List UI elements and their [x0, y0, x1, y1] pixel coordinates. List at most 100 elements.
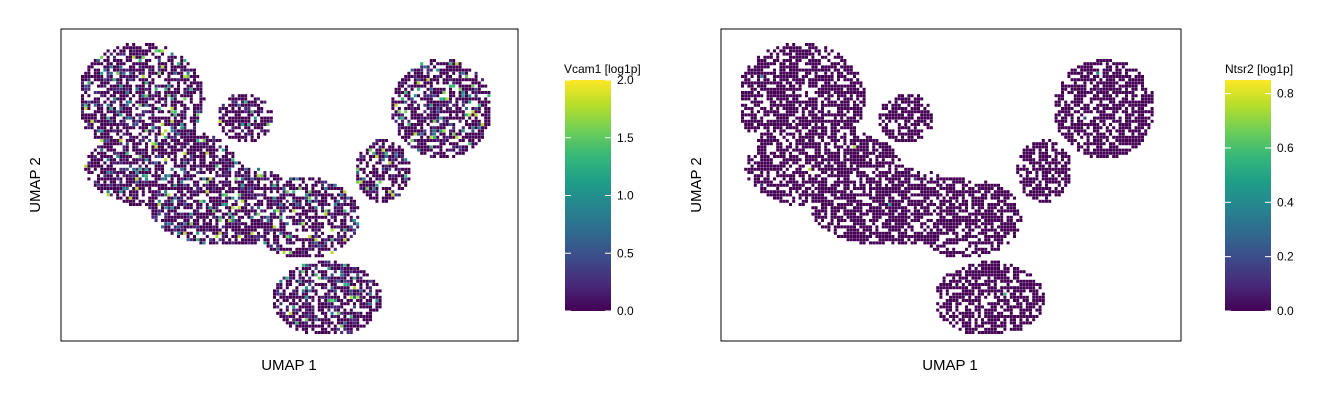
hexbin-cell	[129, 100, 132, 104]
hexbin-cell	[167, 123, 171, 126]
hexbin-cell	[805, 71, 808, 75]
hexbin-cell	[263, 187, 267, 190]
hexbin-cell	[1115, 148, 1119, 152]
hexbin-cell	[289, 247, 292, 251]
hexbin-cell	[487, 94, 491, 98]
hexbin-cell	[125, 87, 129, 91]
hexbin-cell	[122, 167, 126, 171]
hexbin-cell	[885, 142, 888, 146]
hexbin-cell	[90, 119, 94, 123]
hexbin-cell	[301, 225, 305, 229]
hexbin-cell	[129, 180, 132, 184]
hexbin-cell	[750, 113, 754, 117]
hexbin-cell	[757, 123, 760, 126]
hexbin-cell	[129, 190, 132, 194]
hexbin-cell	[164, 158, 168, 162]
hexbin-cell	[824, 97, 828, 101]
hexbin-cell	[769, 87, 773, 91]
hexbin-cell	[1077, 91, 1080, 94]
hexbin-cell	[849, 71, 853, 75]
hexbin-cell	[811, 113, 815, 117]
hexbin-cell	[333, 283, 337, 286]
hexbin-cell	[795, 71, 799, 75]
hexbin-cell	[263, 235, 267, 238]
hexbin-cell	[840, 119, 844, 123]
hexbin-cell	[1125, 119, 1128, 123]
hexbin-cell	[439, 71, 443, 75]
hexbin-cell	[221, 107, 225, 110]
hexbin-cell	[410, 113, 414, 117]
hexbin-cell	[477, 119, 481, 123]
hexbin-cell	[1118, 100, 1122, 104]
hexbin-cell	[113, 183, 116, 187]
hexbin-cell	[138, 199, 142, 203]
hexbin-cell	[375, 289, 379, 293]
hexbin-cell	[145, 59, 148, 62]
hexbin-cell	[442, 81, 446, 85]
hexbin-cell	[1109, 65, 1112, 69]
hexbin-cell	[148, 183, 152, 187]
hexbin-cell	[129, 46, 132, 50]
hexbin-cell	[1096, 126, 1100, 130]
hexbin-cell	[301, 292, 305, 296]
hexbin-cell	[122, 107, 126, 110]
hexbin-cell	[100, 91, 104, 94]
hexbin-cell	[407, 171, 411, 174]
hexbin-cell	[173, 94, 177, 98]
hexbin-cell	[330, 212, 334, 216]
hexbin-cell	[292, 206, 296, 210]
hexbin-cell	[173, 145, 177, 149]
hexbin-cell	[785, 52, 789, 56]
hexbin-cell	[744, 107, 748, 110]
hexbin-cell	[776, 107, 780, 110]
hexbin-cell	[116, 59, 120, 62]
hexbin-cell	[1077, 110, 1080, 114]
hexbin-cell	[330, 263, 334, 267]
hexbin-cell	[225, 174, 228, 178]
hexbin-cell	[413, 123, 417, 126]
hexbin-cell	[811, 132, 815, 136]
hexbin-cell	[234, 97, 238, 101]
hexbin-cell	[116, 46, 120, 50]
hexbin-cell	[442, 87, 446, 91]
hexbin-cell	[132, 43, 136, 46]
hexbin-cell	[324, 302, 328, 306]
hexbin-cell	[471, 110, 475, 114]
hexbin-cell	[122, 110, 126, 114]
hexbin-cell	[426, 81, 430, 85]
hexbin-cell	[157, 110, 161, 114]
hexbin-cell	[385, 187, 388, 190]
hexbin-cell	[241, 196, 244, 200]
hexbin-cell	[353, 267, 356, 270]
hexbin-cell	[837, 78, 840, 82]
hexbin-cell	[455, 151, 459, 155]
hexbin-cell	[154, 142, 158, 146]
hexbin-cell	[785, 132, 789, 136]
hexbin-cell	[279, 302, 283, 306]
hexbin-cell	[231, 135, 235, 139]
hexbin-cell	[119, 49, 123, 53]
hexbin-cell	[397, 171, 401, 174]
hexbin-cell	[276, 199, 280, 203]
hexbin-cell	[1022, 151, 1026, 155]
hexbin-cell	[305, 295, 308, 299]
hexbin-cell	[1057, 129, 1061, 133]
hexbin-cell	[811, 142, 815, 146]
hexbin-cell	[298, 196, 302, 200]
hexbin-cell	[1131, 110, 1135, 114]
hexbin-cell	[205, 203, 209, 206]
hexbin-cell	[872, 148, 876, 152]
hexbin-cell	[282, 231, 286, 235]
hexbin-cell	[801, 110, 805, 114]
hexbin-cell	[439, 103, 443, 107]
hexbin-cell	[420, 119, 424, 123]
hexbin-cell	[401, 148, 404, 152]
hexbin-cell	[420, 75, 424, 78]
hexbin-cell	[920, 119, 924, 123]
hexbin-cell	[282, 311, 286, 315]
hexbin-cell	[1096, 71, 1100, 75]
hexbin-cell	[484, 100, 488, 104]
hexbin-cell	[250, 187, 254, 190]
hexbin-cell	[292, 254, 296, 258]
hexbin-cell	[317, 324, 321, 328]
